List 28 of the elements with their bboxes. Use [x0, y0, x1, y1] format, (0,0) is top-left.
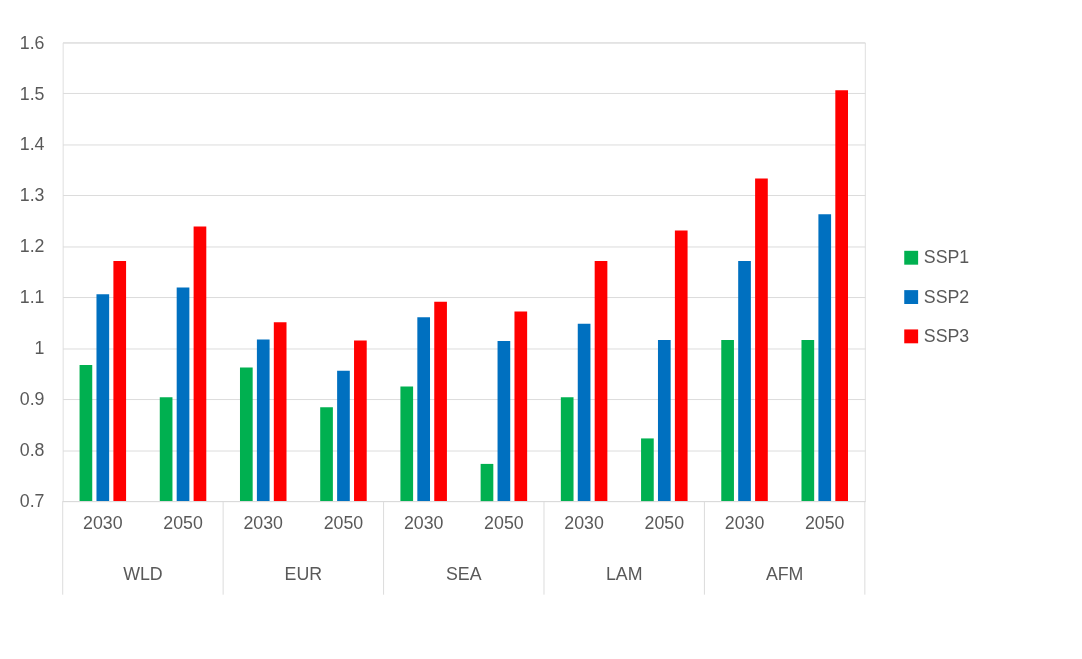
legend-label: SSP2 — [923, 286, 970, 307]
x-tick-label: 2050 — [163, 512, 203, 533]
text: LAM — [605, 563, 643, 584]
x-tick-label: 2030 — [724, 512, 765, 533]
x-tick-label: 2050 — [644, 512, 685, 533]
y-tick-label: 1.3 — [19, 185, 45, 206]
y-tick-label: 1 — [34, 338, 45, 359]
x-tick-label: 2030 — [243, 512, 284, 533]
y-tick-label: 1.4 — [19, 134, 45, 155]
y-tick-label: 0.9 — [19, 389, 45, 410]
x-tick-label: 2030 — [403, 512, 444, 533]
x-tick-label: 2030 — [564, 512, 604, 533]
x-tick-label: 2050 — [323, 512, 364, 533]
x-tick-label: 2030 — [83, 512, 123, 533]
y-tick-label: 0.7 — [19, 491, 45, 512]
y-tick-label: 1.2 — [19, 236, 45, 257]
text: AFM — [765, 563, 804, 584]
y-tick-label: 1.6 — [19, 32, 45, 53]
y-tick-label: 1.5 — [19, 83, 45, 104]
y-tick-label: 0.8 — [19, 440, 45, 461]
legend-label: SSP3 — [923, 325, 970, 346]
x-tick-label: 2050 — [804, 512, 845, 533]
text: WLD — [123, 563, 163, 584]
text: SEA — [446, 563, 482, 584]
x-tick-label: 2050 — [484, 512, 524, 533]
legend-label: SSP1 — [923, 247, 970, 268]
text: EUR — [284, 563, 323, 584]
y-tick-label: 1.1 — [19, 287, 45, 308]
